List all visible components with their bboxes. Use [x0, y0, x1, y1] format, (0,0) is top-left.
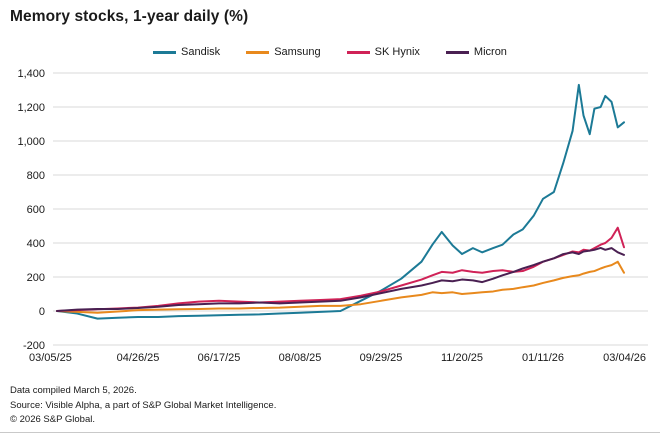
footer-copyright: © 2026 S&P Global.: [10, 414, 95, 425]
footer-compiled-note: Data compiled March 5, 2026.: [10, 385, 137, 396]
legend-swatch-sk-hynix: [346, 50, 370, 54]
legend: Sandisk Samsung SK Hynix Micron: [0, 46, 660, 58]
legend-item-samsung: Samsung: [246, 46, 321, 58]
x-axis-label-04/26/25: 04/26/25: [117, 352, 160, 364]
legend-label-samsung: Samsung: [274, 46, 321, 58]
series-line-sandisk: [56, 83, 625, 320]
legend-label-micron: Micron: [473, 46, 507, 58]
x-axis-label-03/04/26: 03/04/26: [603, 352, 646, 364]
series-line-sk-hynix: [56, 226, 625, 312]
y-axis-label-600: 600: [27, 204, 45, 216]
chart-title: Memory stocks, 1-year daily (%): [10, 8, 249, 25]
y-axis-label-200: 200: [27, 272, 45, 284]
x-axis-label-11/20/25: 11/20/25: [441, 352, 483, 364]
legend-item-micron: Micron: [445, 46, 507, 58]
y-axis-label-1200: 1,200: [17, 102, 45, 114]
x-axis-label-06/17/25: 06/17/25: [198, 352, 241, 364]
y-axis-label--200: -200: [23, 340, 45, 352]
legend-swatch-sandisk: [153, 50, 177, 54]
x-axis-label-01/11/26: 01/11/26: [522, 352, 564, 364]
legend-swatch-micron: [445, 50, 469, 54]
y-axis-label-0: 0: [39, 306, 45, 318]
series-line-samsung: [56, 260, 625, 314]
footer-source-note: Source: Visible Alpha, a part of S&P Glo…: [10, 399, 277, 411]
y-axis-label-1000: 1,000: [17, 136, 45, 148]
legend-swatch-samsung: [246, 50, 270, 54]
y-axis-label-400: 400: [27, 238, 45, 250]
x-axis-label-09/29/25: 09/29/25: [360, 352, 403, 364]
y-axis-label-1400: 1,400: [17, 68, 45, 80]
legend-item-sk-hynix: SK Hynix: [346, 46, 420, 58]
series-line-micron: [56, 246, 625, 312]
x-axis-label-08/08/25: 08/08/25: [279, 352, 322, 364]
legend-label-sandisk: Sandisk: [181, 46, 221, 58]
bottom-divider: [0, 432, 660, 433]
x-axis-label-03/05/25: 03/05/25: [29, 352, 72, 364]
legend-item-sandisk: Sandisk: [153, 46, 220, 58]
footer: Data compiled March 5, 2026. Source: Vis…: [10, 384, 276, 428]
y-axis-label-800: 800: [27, 170, 45, 182]
legend-label-sk-hynix: SK Hynix: [374, 46, 420, 58]
